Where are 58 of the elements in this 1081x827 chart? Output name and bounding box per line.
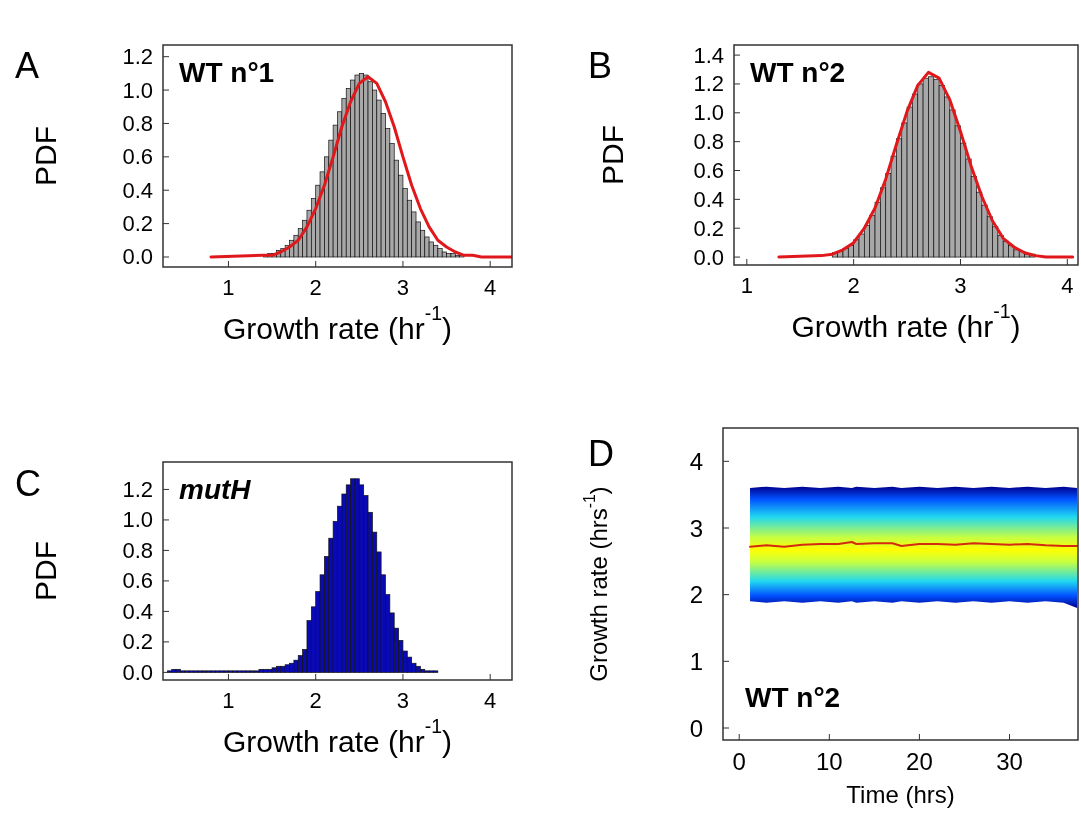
y-tick-label: 0.6	[122, 568, 153, 594]
y-axis-title: PDF	[595, 125, 629, 185]
x-tick-label: 3	[954, 273, 967, 298]
x-tick-label: 30	[996, 747, 1023, 775]
y-tick-label: 1.2	[122, 44, 153, 70]
y-tick-label: 0.6	[693, 158, 724, 184]
chart-title: D	[588, 433, 614, 475]
y-tick-label: 3	[689, 514, 703, 542]
y-tick-label: 0.8	[693, 129, 724, 155]
y-tick-label: 0.8	[122, 537, 153, 563]
x-tick-label: 10	[815, 747, 843, 775]
x-tick-label: 3	[396, 275, 410, 300]
y-tick-label: 1.0	[122, 507, 153, 533]
x-tick-label: 1	[740, 273, 753, 298]
chart-title: B	[588, 45, 613, 87]
y-tick-label: 0.4	[693, 186, 724, 212]
y-tick-label: 0.6	[122, 144, 153, 170]
annotation: WT n°2	[745, 682, 841, 714]
x-tick-label: 1	[222, 275, 235, 300]
x-tick-label: 4	[484, 688, 497, 713]
y-tick-label: 0.8	[122, 110, 153, 136]
x-tick-label: 1	[222, 688, 235, 713]
x-tick-label: 2	[309, 275, 322, 300]
y-tick-label: 0.0	[122, 244, 153, 270]
y-tick-label: 2	[689, 581, 703, 609]
x-tick-label: 2	[847, 273, 860, 298]
y-tick-label: 1.2	[693, 71, 724, 97]
x-tick-label: 3	[396, 688, 410, 713]
annotation: mutH	[179, 474, 252, 506]
x-tick-label: 2	[309, 688, 322, 713]
y-tick-label: 0.0	[122, 659, 153, 685]
y-tick-label: 1.0	[693, 100, 724, 126]
y-axis-title: PDF	[28, 541, 62, 601]
chart-title: C	[15, 463, 41, 505]
chart-title: A	[15, 45, 40, 87]
annotation: WT n°1	[179, 57, 275, 89]
y-tick-label: 0	[689, 714, 703, 742]
y-tick-label: 1	[689, 647, 703, 675]
x-axis-title: Time (hrs)	[846, 780, 955, 808]
y-tick-label: 4	[689, 447, 703, 475]
y-tick-label: 0.0	[693, 244, 724, 270]
annotation: WT n°2	[750, 57, 846, 89]
y-axis-title: PDF	[28, 126, 62, 186]
y-tick-label: 0.4	[122, 177, 153, 203]
y-tick-label: 1.2	[122, 476, 153, 502]
x-tick-label: 0	[732, 747, 746, 775]
y-tick-label: 1.4	[693, 42, 724, 68]
x-tick-label: 4	[1061, 273, 1074, 298]
y-tick-label: 0.2	[693, 215, 724, 241]
x-axis-title: Growth rate (hr$^{-1}$)	[222, 302, 453, 345]
y-tick-label: 0.2	[122, 629, 153, 655]
x-axis-title: Growth rate (hr$^{-1}$)	[791, 300, 1021, 343]
x-tick-label: 20	[906, 747, 933, 775]
y-tick-label: 0.2	[122, 211, 153, 237]
x-tick-label: 4	[484, 275, 497, 300]
y-tick-label: 1.0	[122, 77, 153, 103]
y-tick-label: 0.4	[122, 598, 153, 624]
x-axis-title: Growth rate (hr$^{-1}$)	[222, 715, 453, 758]
